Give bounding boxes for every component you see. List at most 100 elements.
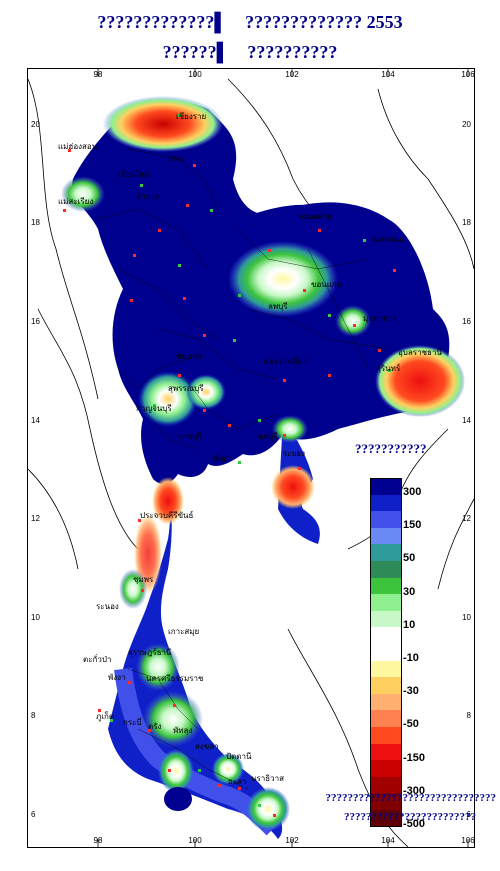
- legend-swatch: [370, 494, 402, 512]
- legend-swatch: [370, 478, 402, 496]
- station-marker: [128, 681, 131, 684]
- station-marker: [193, 164, 196, 167]
- legend-swatch: [370, 594, 402, 611]
- province-label: ปัตตานี: [226, 752, 252, 761]
- province-label: หนองคาย: [298, 212, 332, 221]
- station-marker: [283, 379, 286, 382]
- map-title-line2: ??????▌ ??????????: [0, 42, 500, 63]
- legend-swatch: [370, 544, 402, 561]
- station-marker: [183, 297, 186, 300]
- anomaly-overlays: [61, 96, 465, 831]
- legend-swatch: [370, 643, 402, 661]
- province-label: นครราชสีมา: [263, 357, 307, 366]
- station-marker: [178, 264, 181, 267]
- legend-label: 30: [403, 585, 416, 598]
- legend-label: -10: [403, 651, 419, 664]
- province-label: ชุมพร: [133, 575, 154, 584]
- province-label: มุกดาหาร: [363, 314, 398, 323]
- x-tick-label-top: 100: [188, 70, 202, 79]
- province-label: ลำปาง: [136, 192, 159, 201]
- station-marker: [138, 519, 141, 522]
- province-label: ภูเก็ต: [96, 711, 114, 722]
- title-line1-part2: ????????????? 2553: [245, 12, 403, 32]
- station-marker: [178, 114, 181, 117]
- station-marker: [158, 649, 161, 652]
- legend-swatch: [370, 527, 402, 545]
- province-label: สุพรรณบุรี: [168, 384, 204, 393]
- province-label: ตรัง: [148, 722, 161, 731]
- station-marker: [141, 589, 144, 592]
- station-marker: [68, 149, 71, 152]
- station-marker: [178, 374, 181, 377]
- station-marker: [268, 249, 271, 252]
- province-label: ยะลา: [228, 777, 246, 786]
- province-label: ชัยนาท: [176, 352, 201, 361]
- legend-swatch: [370, 809, 402, 828]
- legend-swatch: [370, 776, 402, 794]
- x-tick-label-top: 102: [285, 70, 299, 79]
- province-label: กระบี่: [123, 716, 142, 727]
- rainfall-map: เชียงรายแม่ฮ่องสอนน่านเชียงใหม่ลำปางแม่ส…: [28, 69, 474, 847]
- province-label: นครศรีธรรมราช: [146, 674, 204, 683]
- province-label: น่าน: [168, 154, 184, 163]
- y-tick-label-left: 14: [31, 416, 40, 425]
- station-marker: [148, 729, 151, 732]
- legend-swatch: [370, 743, 402, 761]
- station-markers: [63, 114, 396, 817]
- station-marker: [328, 314, 331, 317]
- legend-swatch: [370, 710, 402, 727]
- y-tick-label-left: 8: [31, 711, 36, 720]
- legend-swatch: [370, 627, 402, 644]
- station-marker: [203, 334, 206, 337]
- station-marker: [173, 704, 176, 707]
- legend-label: -500: [403, 817, 426, 830]
- province-label: นราธิวาส: [251, 774, 284, 783]
- station-marker: [198, 769, 201, 772]
- station-marker: [388, 369, 391, 372]
- province-label: กาญจนบุรี: [136, 404, 172, 413]
- legend-swatch: [370, 760, 402, 777]
- province-label: เชียงราย: [176, 112, 206, 121]
- legend-swatch: [370, 793, 402, 810]
- station-marker: [218, 784, 221, 787]
- map-title-line1: ?????????????▌ ????????????? 2553: [0, 12, 500, 33]
- y-tick-label-left: 18: [31, 218, 40, 227]
- y-tick-label-right: 8: [467, 711, 472, 720]
- station-marker: [298, 467, 301, 470]
- legend-label: 10: [403, 618, 416, 631]
- province-label: ชลบุรี: [258, 432, 278, 441]
- title-line2-part2: ??????????: [247, 42, 338, 62]
- legend-label: -300: [403, 784, 426, 797]
- province-label: แม่ฮ่องสอน: [58, 142, 98, 151]
- legend-label: 150: [403, 519, 422, 532]
- y-tick-label-right: 6: [467, 810, 472, 819]
- station-marker: [133, 254, 136, 257]
- station-marker: [258, 419, 261, 422]
- legend-label: -150: [403, 751, 426, 764]
- province-label: ราชบุรี: [178, 432, 202, 441]
- province-label: ตะกั่วป่า: [83, 653, 111, 664]
- station-marker: [186, 204, 189, 207]
- title-line2-part1: ??????▌: [162, 42, 230, 62]
- province-labels: เชียงรายแม่ฮ่องสอนน่านเชียงใหม่ลำปางแม่ส…: [58, 112, 442, 786]
- station-marker: [63, 209, 66, 212]
- footnote-line2: ????????????????????????: [344, 811, 476, 823]
- title-line1-part1: ?????????????▌: [97, 12, 228, 32]
- station-marker: [363, 239, 366, 242]
- station-marker: [318, 229, 321, 232]
- y-tick-label-left: 16: [31, 317, 40, 326]
- y-tick-label-right: 12: [462, 514, 471, 523]
- station-marker: [238, 787, 241, 790]
- station-marker: [210, 209, 213, 212]
- legend-label: -50: [403, 718, 419, 731]
- province-label: ลพบุรี: [268, 302, 288, 311]
- legend-swatch: [370, 726, 402, 744]
- province-label: พัทลุง: [173, 726, 192, 735]
- province-label: ระยอง: [283, 449, 305, 458]
- legend-swatch: [370, 610, 402, 628]
- legend-swatch: [370, 660, 402, 678]
- province-label: พังงา: [108, 673, 126, 682]
- station-marker: [158, 229, 161, 232]
- station-marker: [130, 299, 133, 302]
- province-label: สงขลา: [195, 742, 219, 751]
